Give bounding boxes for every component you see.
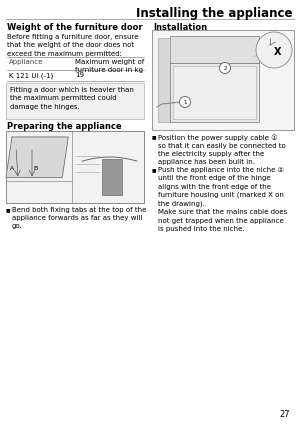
- Text: 2: 2: [223, 65, 227, 71]
- Polygon shape: [6, 137, 68, 177]
- Text: K 121 Ui (-1): K 121 Ui (-1): [9, 72, 53, 79]
- Text: 19: 19: [75, 72, 84, 78]
- Text: B: B: [34, 167, 38, 171]
- Circle shape: [256, 32, 292, 68]
- Text: 1: 1: [183, 99, 187, 105]
- Circle shape: [220, 62, 230, 74]
- Bar: [158, 38, 170, 122]
- Text: Installation: Installation: [153, 23, 207, 32]
- Text: Fitting a door which is heavier than
the maximum permitted could
damage the hing: Fitting a door which is heavier than the…: [10, 87, 134, 110]
- Text: A: A: [10, 167, 14, 171]
- Bar: [173, 66, 256, 119]
- Text: Appliance: Appliance: [9, 59, 44, 65]
- Bar: [152, 30, 294, 130]
- Text: Bend both fixing tabs at the top of the
appliance forwards as far as they will
g: Bend both fixing tabs at the top of the …: [12, 207, 146, 229]
- FancyBboxPatch shape: [5, 82, 143, 119]
- Text: ■: ■: [152, 167, 157, 172]
- Text: Maximum weight of
furniture door in kg: Maximum weight of furniture door in kg: [75, 59, 144, 73]
- Bar: [102, 159, 122, 195]
- Text: Weight of the furniture door: Weight of the furniture door: [7, 23, 142, 32]
- Text: X: X: [274, 47, 282, 57]
- Text: Installing the appliance: Installing the appliance: [136, 7, 292, 20]
- Text: Preparing the appliance: Preparing the appliance: [7, 122, 122, 131]
- Text: ■: ■: [6, 207, 10, 212]
- Text: ■: ■: [152, 134, 157, 139]
- Text: 27: 27: [279, 410, 290, 419]
- Bar: [170, 63, 259, 122]
- Circle shape: [179, 96, 191, 108]
- Text: Push the appliance into the niche ②
until the front edge of the hinge
aligns wit: Push the appliance into the niche ② unti…: [158, 167, 287, 232]
- Text: Before fitting a furniture door, ensure
that the weight of the door does not
exc: Before fitting a furniture door, ensure …: [7, 34, 139, 57]
- Text: Position the power supply cable ①
so that it can easily be connected to
the elec: Position the power supply cable ① so tha…: [158, 134, 286, 165]
- Bar: [170, 36, 259, 63]
- Bar: [6, 131, 144, 203]
